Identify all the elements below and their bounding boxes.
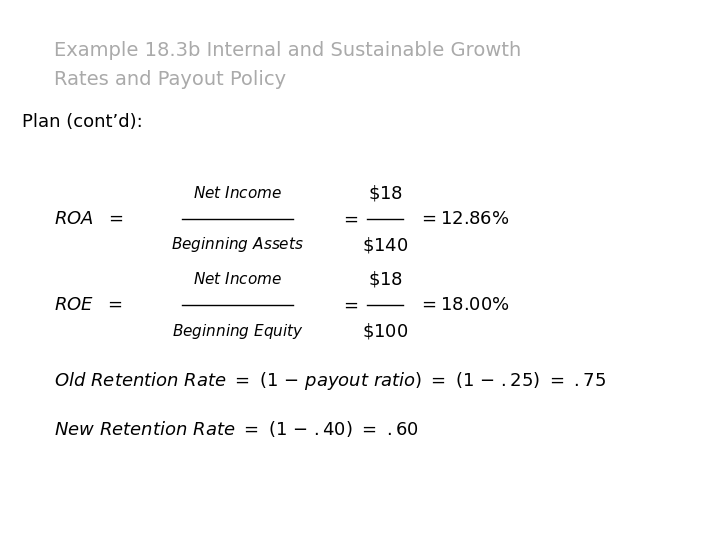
Text: $Beginning\ Assets$: $Beginning\ Assets$ — [171, 235, 304, 254]
Text: $Old\ Retention\ Rate\ =\ (1\ \mathit{-}\ payout\ ratio)\ =\ (1\ \mathit{-}\ .25: $Old\ Retention\ Rate\ =\ (1\ \mathit{-}… — [54, 370, 606, 392]
Text: $Net\ Income$: $Net\ Income$ — [193, 185, 282, 201]
Text: $ROE\ \ =$: $ROE\ \ =$ — [54, 296, 122, 314]
Text: $=$: $=$ — [340, 296, 359, 314]
Text: $\$140$: $\$140$ — [362, 234, 408, 255]
Text: Plan (cont’d):: Plan (cont’d): — [22, 113, 143, 131]
Text: $=12.86\%$: $=12.86\%$ — [418, 210, 509, 228]
Text: $Net\ Income$: $Net\ Income$ — [193, 271, 282, 287]
Text: $=$: $=$ — [340, 210, 359, 228]
Text: $New\ Retention\ Rate\ =\ (1\ \mathit{-}\ .40)\ =\ .60$: $New\ Retention\ Rate\ =\ (1\ \mathit{-}… — [54, 419, 419, 440]
Text: $\$18$: $\$18$ — [368, 269, 402, 289]
Text: Rates and Payout Policy: Rates and Payout Policy — [54, 70, 286, 89]
Text: $\$100$: $\$100$ — [362, 321, 408, 341]
Text: $ROA\ \ =$: $ROA\ \ =$ — [54, 210, 123, 228]
Text: $=18.00\%$: $=18.00\%$ — [418, 296, 509, 314]
Text: $Beginning\ Equity$: $Beginning\ Equity$ — [171, 321, 304, 341]
Text: Example 18.3b Internal and Sustainable Growth: Example 18.3b Internal and Sustainable G… — [54, 40, 521, 59]
Text: $\$18$: $\$18$ — [368, 183, 402, 203]
